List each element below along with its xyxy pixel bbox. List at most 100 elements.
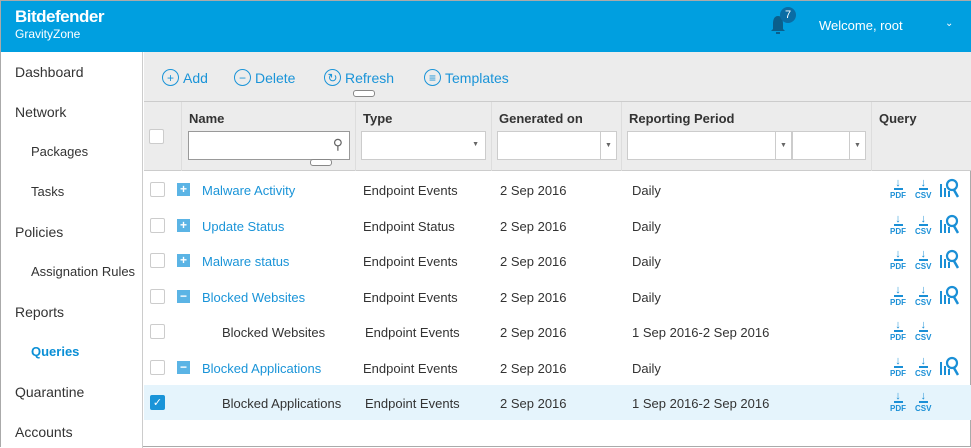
download-csv-button[interactable]: ↓ CSV [915, 390, 932, 414]
table-row[interactable]: Blocked Websites Endpoint Events 2 Sep 201… [144, 314, 971, 349]
dropdown-arrow-icon: ▼ [849, 132, 865, 159]
select-all-checkbox[interactable] [149, 129, 164, 144]
expand-icon[interactable]: + [177, 254, 190, 267]
name-filter-input[interactable]: ⚲ [188, 131, 350, 160]
collapse-icon[interactable]: − [177, 360, 190, 374]
notification-badge[interactable]: 7 [780, 7, 796, 23]
download-pdf-button[interactable]: ↓ PDF [890, 213, 906, 236]
reporting-period: Daily [632, 183, 661, 198]
download-pdf-button[interactable]: ↓ PDF [890, 284, 906, 307]
chevron-down-icon[interactable]: ⌄ [945, 18, 954, 29]
resize-handle[interactable] [353, 90, 375, 97]
download-pdf-button[interactable]: ↓ PDF [890, 355, 906, 378]
sidebar-item-queries[interactable]: Queries [31, 344, 80, 359]
add-button[interactable]: + Add [162, 69, 208, 86]
minus-icon: − [234, 69, 251, 86]
view-report-icon[interactable] [939, 249, 959, 269]
download-pdf-button[interactable]: ↓ PDF [890, 249, 906, 272]
row-checkbox[interactable]: ✓ [150, 395, 165, 410]
view-report-icon[interactable] [939, 356, 959, 376]
column-label: Type [363, 111, 393, 126]
period-filter-select[interactable]: ▼ [627, 131, 792, 160]
table-row[interactable]: − Blocked Websites Endpoint Events 2 Sep 20… [144, 279, 971, 314]
sidebar-item-assignation-rules[interactable]: Assignation Rules [31, 264, 136, 279]
delete-button[interactable]: − Delete [234, 69, 295, 86]
pdf-label: PDF [890, 333, 906, 342]
table-row[interactable]: ✓ Blocked Applications Endpoint Events 2 Se… [144, 385, 971, 420]
expand-icon[interactable]: + [177, 218, 190, 232]
sidebar-item-dashboard[interactable]: Dashboard [15, 64, 84, 80]
row-checkbox[interactable] [150, 182, 165, 197]
refresh-icon: ↻ [324, 69, 341, 86]
report-name-link[interactable]: Update Status [202, 218, 285, 234]
row-checkbox[interactable] [150, 288, 165, 304]
download-csv-button[interactable]: ↓ CSV [915, 177, 932, 201]
download-pdf-button[interactable]: ↓ PDF [890, 178, 906, 201]
row-checkbox[interactable] [150, 217, 165, 233]
row-checkbox[interactable] [150, 359, 165, 375]
sidebar-item-reports[interactable]: Reports [15, 304, 65, 320]
resize-handle[interactable] [310, 159, 332, 166]
report-name-link[interactable]: Malware status [202, 254, 290, 269]
download-csv-button[interactable]: ↓ CSV [915, 213, 931, 236]
collapse-icon[interactable]: − [177, 289, 190, 303]
expand-icon[interactable]: + [177, 183, 190, 196]
row-checkbox[interactable] [150, 253, 165, 268]
user-menu[interactable]: Welcome, root [819, 18, 903, 33]
download-icon: ↓ [918, 248, 928, 261]
report-type: Endpoint Events [363, 254, 458, 269]
download-csv-button[interactable]: ↓ CSV [915, 320, 931, 343]
table-row[interactable]: + Update Status Endpoint Status 2 Sep 2016 D… [144, 208, 971, 243]
column-label: Name [189, 111, 225, 126]
report-instance-name: Blocked Applications [222, 396, 342, 411]
column-type: Type ▼ [355, 102, 491, 171]
view-report-icon[interactable] [939, 178, 959, 198]
reporting-period: Daily [632, 360, 661, 376]
column-generated: Generated on ▼ [491, 102, 621, 171]
csv-label: CSV [915, 404, 932, 413]
download-csv-button[interactable]: ↓ CSV [915, 248, 931, 272]
sidebar-item-accounts[interactable]: Accounts [15, 424, 73, 440]
download-icon: ↓ [918, 354, 928, 368]
sidebar-item-packages[interactable]: Packages [31, 144, 89, 159]
type-filter-select[interactable]: ▼ [361, 131, 486, 160]
download-icon: ↓ [918, 390, 928, 403]
templates-button[interactable]: ≡ Templates [424, 69, 509, 86]
sidebar-item-network[interactable]: Network [15, 104, 67, 120]
download-icon: ↓ [918, 177, 928, 190]
report-name-link[interactable]: Blocked Applications [202, 360, 322, 376]
generated-on: 2 Sep 2016 [500, 254, 567, 269]
generated-on: 2 Sep 2016 [500, 325, 567, 340]
csv-label: CSV [915, 297, 932, 307]
column-label: Generated on [499, 111, 583, 126]
view-report-icon[interactable] [939, 285, 959, 305]
row-checkbox[interactable] [150, 324, 165, 339]
table-row[interactable]: + Malware status Endpoint Events 2 Sep 2016… [144, 243, 971, 278]
refresh-button[interactable]: ↻ Refresh [324, 69, 394, 86]
refresh-label: Refresh [345, 69, 395, 86]
table-row[interactable]: + Malware Activity Endpoint Events 2 Sep 20… [144, 172, 971, 207]
reporting-period: 1 Sep 2016-2 Sep 2016 [632, 325, 770, 340]
product-name: GravityZone [15, 27, 81, 41]
column-query: Query [871, 102, 971, 171]
view-report-icon[interactable] [939, 214, 959, 234]
csv-label: CSV [915, 191, 932, 200]
sidebar-item-quarantine[interactable]: Quarantine [15, 384, 85, 400]
sidebar-item-tasks[interactable]: Tasks [31, 184, 65, 199]
download-pdf-button[interactable]: ↓ PDF [890, 391, 906, 414]
app-header: Bitdefender GravityZone 7 Welcome, root … [1, 1, 971, 52]
report-name-link[interactable]: Malware Activity [202, 183, 296, 198]
generated-on: 2 Sep 2016 [500, 218, 567, 234]
report-instance-name: Blocked Websites [222, 325, 326, 340]
download-pdf-button[interactable]: ↓ PDF [890, 320, 906, 343]
period-filter-select-2[interactable]: ▼ [792, 131, 866, 160]
date-filter-select[interactable]: ▼ [497, 131, 617, 160]
column-label: Query [879, 111, 917, 126]
table-row[interactable]: − Blocked Applications Endpoint Events 2 Se… [144, 350, 971, 385]
document-icon: ≡ [424, 69, 441, 86]
report-name-link[interactable]: Blocked Websites [202, 289, 306, 305]
download-csv-button[interactable]: ↓ CSV [915, 284, 932, 307]
download-csv-button[interactable]: ↓ CSV [915, 354, 931, 378]
report-type: Endpoint Events [365, 325, 460, 340]
sidebar-item-policies[interactable]: Policies [15, 224, 64, 240]
